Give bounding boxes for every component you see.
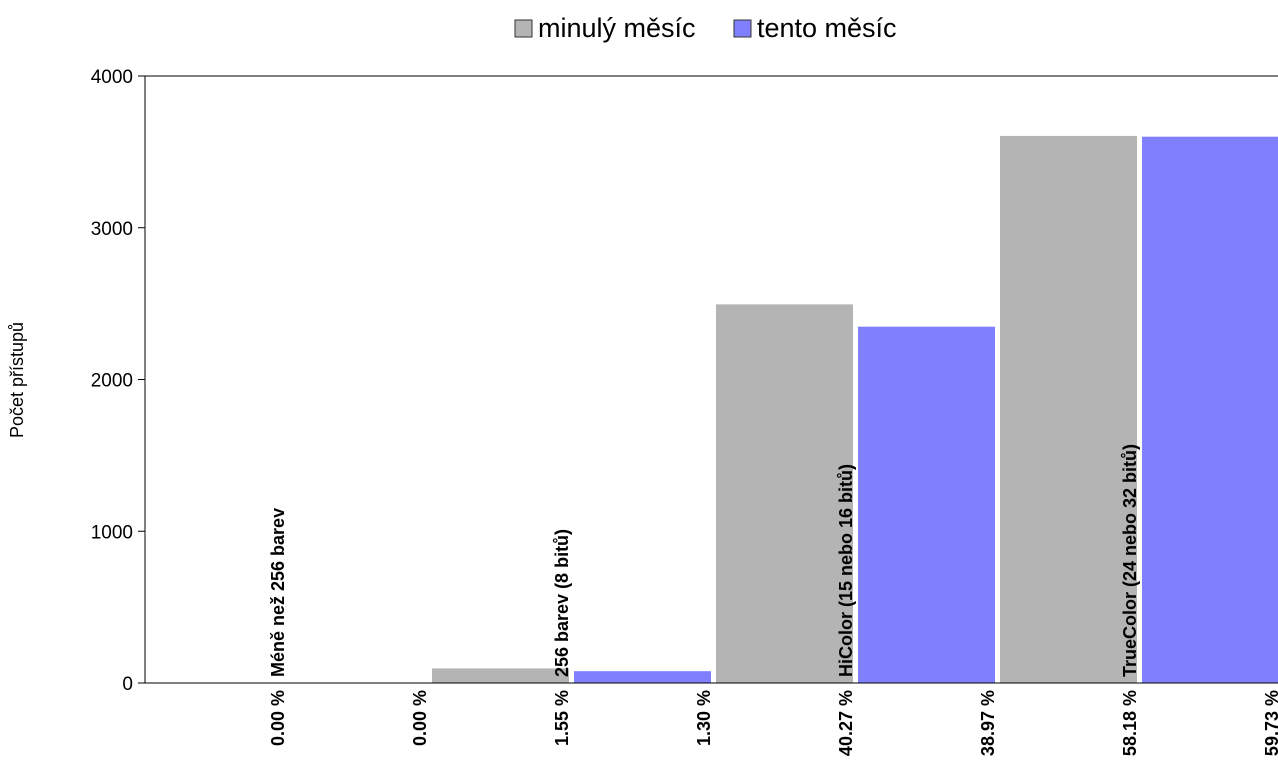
percent-label: 1.30 % — [694, 690, 714, 746]
bar-labels: 0.00 % 0.00 % Méně než 256 barev 1.55 % 1.30… — [268, 444, 1278, 756]
percent-label: 58.18 % — [1120, 690, 1140, 756]
legend: minulý měsíc tento měsíc — [514, 13, 897, 43]
bars — [432, 135, 1278, 683]
y-tick-label: 0 — [122, 674, 133, 695]
bar-this-month — [574, 671, 711, 683]
percent-label: 0.00 % — [268, 690, 288, 746]
y-tick-label: 1000 — [91, 522, 133, 543]
category-label: TrueColor (24 nebo 32 bitů) — [1120, 444, 1140, 677]
category-label: HiColor (15 nebo 16 bitů) — [836, 464, 856, 677]
bar-last-month — [1000, 135, 1137, 683]
category-label: Méně než 256 barev — [268, 508, 288, 677]
percent-label: 40.27 % — [836, 690, 856, 756]
bar-this-month — [858, 326, 995, 683]
legend-label-last-month: minulý měsíc — [538, 13, 696, 43]
bar-last-month — [432, 668, 569, 683]
y-axis-title: Počet přístupů — [7, 322, 27, 438]
percent-label: 0.00 % — [410, 690, 430, 746]
percent-label: 1.55 % — [552, 690, 572, 746]
legend-swatch-this-month — [733, 19, 752, 38]
y-axis: 0 1000 2000 3000 4000 — [91, 67, 1278, 695]
legend-label-this-month: tento měsíc — [757, 13, 897, 43]
y-tick-label: 4000 — [91, 67, 133, 88]
category-label: 256 barev (8 bitů) — [552, 529, 572, 677]
legend-swatch-last-month — [514, 19, 533, 38]
y-tick-label: 2000 — [91, 371, 133, 392]
bar-this-month — [1142, 136, 1278, 683]
percent-label: 38.97 % — [978, 690, 998, 756]
y-tick-label: 3000 — [91, 219, 133, 240]
bar-last-month — [716, 304, 853, 683]
percent-label: 59.73 % — [1262, 690, 1278, 756]
